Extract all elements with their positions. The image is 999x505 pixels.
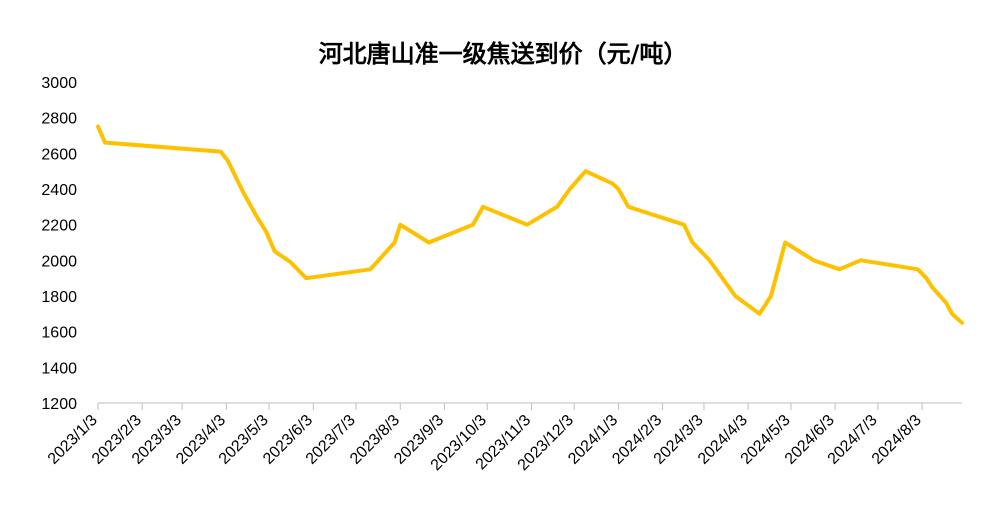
x-tick-label: 2024/8/3 (869, 412, 925, 468)
y-tick-label: 2800 (41, 111, 77, 128)
y-tick-label: 1800 (41, 289, 77, 306)
y-axis-tick-labels: 1200 1400 1600 1800 2000 2200 2400 2600 2800 3000 (41, 75, 77, 413)
y-tick-label: 1200 (41, 396, 77, 413)
y-tick-label: 2600 (41, 146, 77, 163)
series-layer (96, 124, 964, 325)
chart-title: 河北唐山准一级焦送到价（元/吨） (319, 40, 688, 68)
y-tick-label: 2200 (41, 218, 77, 235)
y-tick-label: 2400 (41, 182, 77, 199)
y-tick-label: 1400 (41, 360, 77, 377)
x-axis: 2023/1/32023/2/32023/3/32023/4/32023/5/3… (45, 402, 962, 474)
y-tick-label: 2000 (41, 253, 77, 270)
series-line (96, 124, 964, 325)
y-tick-label: 1600 (41, 325, 77, 342)
y-tick-label: 3000 (41, 75, 77, 92)
